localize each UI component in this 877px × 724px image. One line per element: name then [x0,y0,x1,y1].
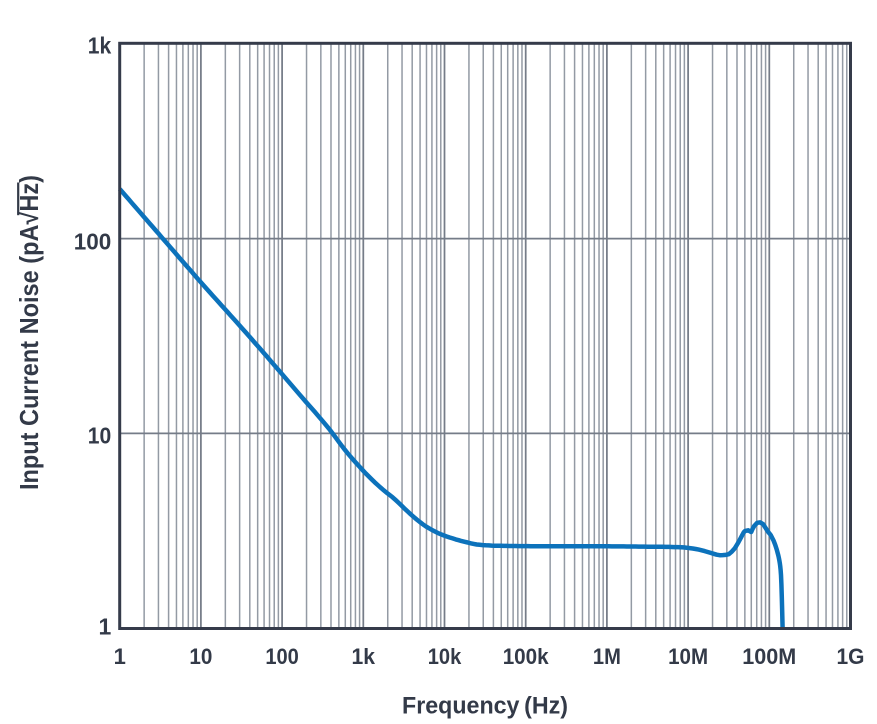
svg-text:10M: 10M [668,644,708,669]
svg-text:1k: 1k [88,32,112,58]
svg-text:1: 1 [99,613,112,639]
svg-text:10: 10 [189,644,212,669]
svg-text:100M: 100M [742,644,796,669]
svg-text:1G: 1G [837,644,865,669]
svg-text:1k: 1k [352,644,376,669]
svg-text:Frequency (Hz): Frequency (Hz) [402,693,568,720]
svg-text:100: 100 [265,644,299,669]
svg-text:Input Current Noise (pA√Hz): Input Current Noise (pA√Hz) [14,175,44,490]
svg-text:10: 10 [88,422,112,448]
svg-text:100k: 100k [503,644,550,669]
svg-text:1M: 1M [593,644,621,669]
svg-text:1: 1 [114,644,126,669]
svg-text:100: 100 [74,228,112,254]
svg-text:10k: 10k [428,644,462,669]
